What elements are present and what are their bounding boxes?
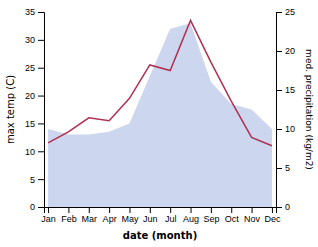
tick: Dec bbox=[264, 207, 281, 224]
tick-mark bbox=[38, 207, 44, 208]
tick-mark bbox=[276, 168, 282, 169]
axis-line bbox=[45, 208, 277, 214]
tick: 5 bbox=[30, 175, 44, 185]
tick-mark bbox=[38, 40, 44, 41]
y-axis: 0 5 10 15 20 25 30 35 bbox=[25, 7, 45, 212]
tick-label: 35 bbox=[25, 7, 35, 17]
tick-mark bbox=[276, 90, 282, 91]
tick: 10 bbox=[276, 124, 295, 134]
marks bbox=[48, 20, 272, 207]
tick: 30 bbox=[25, 35, 44, 45]
tick-label: 5 bbox=[285, 163, 290, 173]
tick-label: 10 bbox=[285, 124, 295, 134]
tick: 25 bbox=[25, 63, 44, 73]
tick: Jul bbox=[165, 207, 177, 224]
tick: 10 bbox=[25, 147, 44, 157]
tick-mark bbox=[191, 207, 192, 213]
y2-axis-title: med. precipitation (kg/m2) bbox=[304, 49, 314, 170]
tick-mark bbox=[129, 207, 130, 213]
tick-label: Jul bbox=[165, 214, 177, 224]
tick-label: Jun bbox=[143, 214, 158, 224]
tick: 20 bbox=[276, 46, 295, 56]
tick-label: May bbox=[121, 214, 139, 224]
tick-mark bbox=[170, 207, 171, 213]
axis-line bbox=[277, 13, 283, 208]
tick-mark bbox=[48, 207, 49, 213]
tick-mark bbox=[38, 123, 44, 124]
tick-label: 25 bbox=[25, 63, 35, 73]
tick-mark bbox=[272, 207, 273, 213]
x-axis-title: date (month) bbox=[123, 230, 197, 241]
plot-area: Jan Feb Mar Apr May Jun Jul Aug Sep Oct NovDec 0 5 10… bbox=[25, 7, 295, 224]
tick-mark bbox=[68, 207, 69, 213]
tick-label: Dec bbox=[264, 214, 281, 224]
chart: Jan Feb Mar Apr May Jun Jul Aug Sep Oct NovDec 0 5 10… bbox=[0, 0, 318, 247]
tick-label: Jan bbox=[41, 214, 56, 224]
tick-mark bbox=[276, 129, 282, 130]
tick: Jun bbox=[143, 207, 158, 224]
tick-mark bbox=[89, 207, 90, 213]
tick: 15 bbox=[276, 85, 295, 95]
tick: 20 bbox=[25, 91, 44, 101]
tick: 0 bbox=[276, 202, 290, 212]
tick: Oct bbox=[225, 207, 240, 224]
tick-label: Mar bbox=[82, 214, 98, 224]
tick-label: 15 bbox=[25, 119, 35, 129]
tick-mark bbox=[231, 207, 232, 213]
tick-mark bbox=[38, 96, 44, 97]
tick: Mar bbox=[82, 207, 98, 224]
tick-label: Nov bbox=[244, 214, 261, 224]
tick: Aug bbox=[183, 207, 199, 224]
tick: 5 bbox=[276, 163, 290, 173]
tick-mark bbox=[109, 207, 110, 213]
tick-label: Feb bbox=[61, 214, 77, 224]
tick-mark bbox=[38, 179, 44, 180]
x-axis: Jan Feb Mar Apr May Jun Jul Aug Sep Oct NovDec bbox=[41, 207, 281, 224]
tick-label: 15 bbox=[285, 85, 295, 95]
tick-mark bbox=[38, 151, 44, 152]
temperature-line bbox=[48, 20, 272, 145]
tick-label: Aug bbox=[183, 214, 199, 224]
tick-mark bbox=[211, 207, 212, 213]
tick: 35 bbox=[25, 7, 44, 17]
tick-label: Oct bbox=[225, 214, 240, 224]
tick-label: 30 bbox=[25, 35, 35, 45]
tick-label: 5 bbox=[30, 175, 35, 185]
tick: 0 bbox=[30, 202, 44, 212]
tick-mark bbox=[38, 12, 44, 13]
tick-mark bbox=[276, 51, 282, 52]
tick: 15 bbox=[25, 119, 44, 129]
tick-label: 0 bbox=[285, 202, 290, 212]
tick: 25 bbox=[276, 7, 295, 17]
tick-mark bbox=[276, 207, 282, 208]
y2-axis: 0 5 10 15 20 25 bbox=[276, 7, 295, 212]
tick-label: Sep bbox=[203, 214, 219, 224]
tick-label: 0 bbox=[30, 202, 35, 212]
tick-mark bbox=[252, 207, 253, 213]
tick-label: 25 bbox=[285, 7, 295, 17]
axis-line bbox=[38, 13, 45, 208]
tick-mark bbox=[150, 207, 151, 213]
tick-label: 20 bbox=[25, 91, 35, 101]
tick: Jan bbox=[41, 207, 56, 224]
tick: Feb bbox=[61, 207, 77, 224]
tick: Sep bbox=[203, 207, 219, 224]
tick-mark bbox=[38, 68, 44, 69]
tick: Apr bbox=[103, 207, 117, 224]
tick: May bbox=[121, 207, 139, 224]
tick-label: 20 bbox=[285, 46, 295, 56]
y-axis-title: max temp (C) bbox=[5, 75, 16, 144]
tick-label: 10 bbox=[25, 147, 35, 157]
tick-label: Apr bbox=[103, 214, 117, 224]
tick-mark bbox=[276, 12, 282, 13]
tick: Nov bbox=[244, 207, 261, 224]
